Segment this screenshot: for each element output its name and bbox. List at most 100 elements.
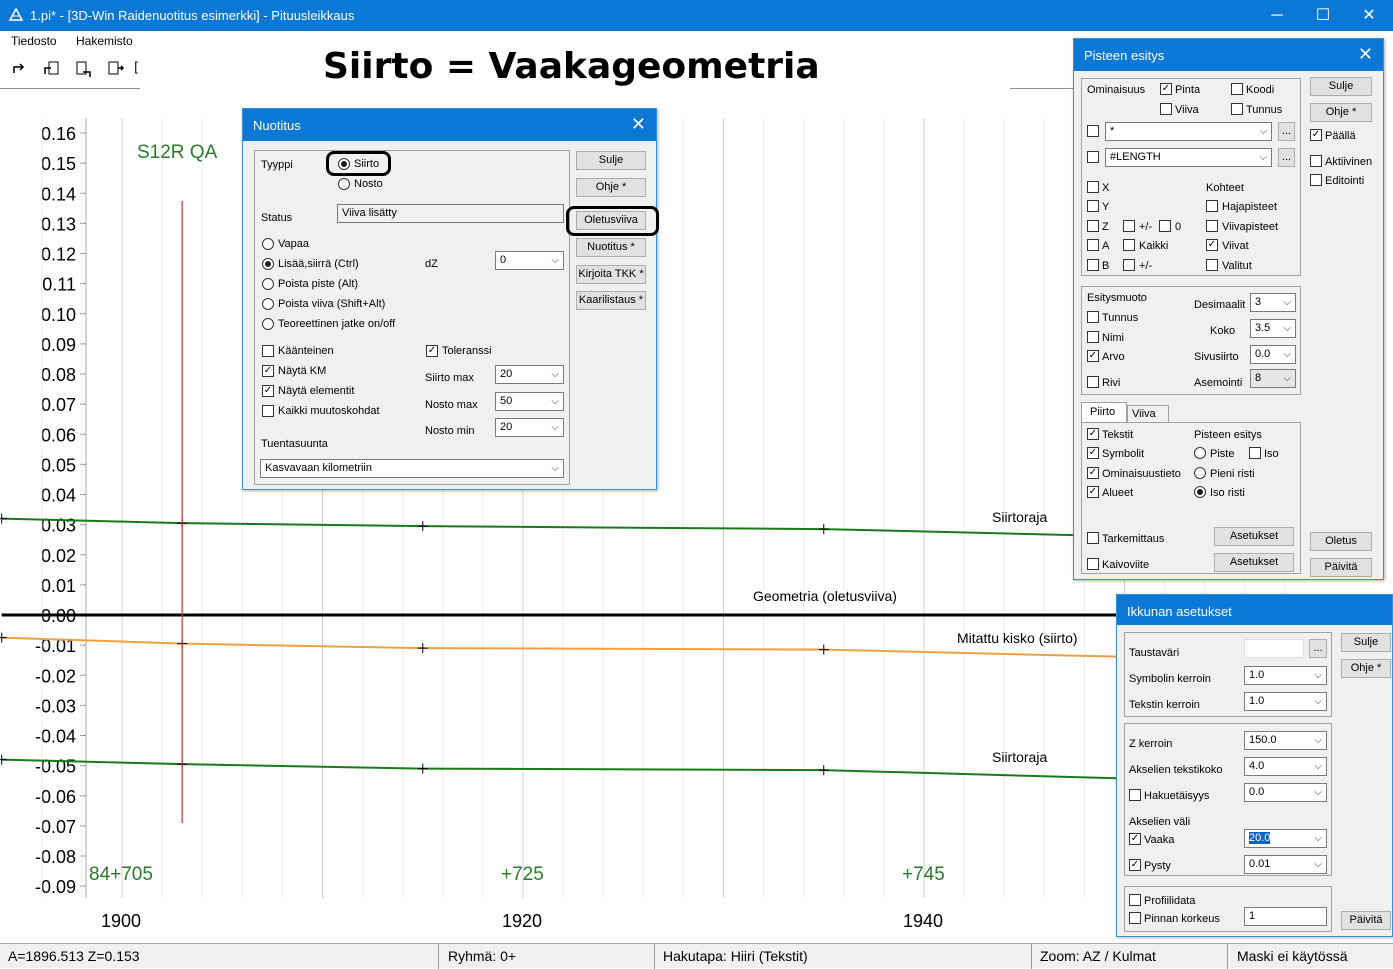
save-file-icon[interactable] bbox=[74, 59, 94, 79]
profiilidata-checkbox[interactable] bbox=[1129, 894, 1141, 906]
filter2-browse-button[interactable]: ... bbox=[1278, 148, 1295, 167]
ikkunan-ohje-button[interactable]: Ohje * bbox=[1341, 659, 1391, 678]
export-file-icon[interactable] bbox=[106, 59, 126, 79]
iso-risti-radio[interactable] bbox=[1194, 486, 1206, 498]
kaarilistaus-button[interactable]: Kaarilistaus * bbox=[576, 291, 646, 310]
mode-teoreettinen-radio[interactable] bbox=[262, 318, 274, 330]
open-file-icon[interactable] bbox=[42, 59, 62, 79]
filter1-checkbox[interactable] bbox=[1087, 125, 1099, 137]
tekstin-kerroin-select[interactable]: 1.0 ⌵ bbox=[1244, 692, 1327, 711]
ohje-button[interactable]: Ohje * bbox=[576, 178, 646, 197]
sivusiirto-select[interactable]: 0.0 ⌵ bbox=[1250, 345, 1296, 364]
menu-tiedosto[interactable]: Tiedosto bbox=[11, 34, 57, 48]
y-checkbox[interactable] bbox=[1087, 200, 1099, 212]
x-checkbox[interactable] bbox=[1087, 181, 1099, 193]
menu-hakemisto[interactable]: Hakemisto bbox=[76, 34, 133, 48]
mode-vapaa-radio[interactable] bbox=[262, 238, 274, 250]
kaikki-checkbox[interactable] bbox=[262, 405, 274, 417]
taustavari-browse-button[interactable]: ... bbox=[1309, 639, 1327, 658]
valitut-checkbox[interactable] bbox=[1206, 259, 1218, 271]
alueet-checkbox[interactable]: ✓ bbox=[1087, 486, 1099, 498]
profile-plot[interactable]: 0.16 0.15 0.14 0.13 0.12 0.11 0.10 0.09 0.08 0.07… bbox=[0, 88, 1393, 943]
tarkemittaus-checkbox[interactable] bbox=[1087, 532, 1099, 544]
ikkunan-paivita-button[interactable]: Päivitä bbox=[1341, 911, 1391, 930]
kaanteinen-checkbox[interactable] bbox=[262, 345, 274, 357]
mode-lisaa-radio[interactable] bbox=[262, 258, 274, 270]
kaivoviite-checkbox[interactable] bbox=[1087, 558, 1099, 570]
zero-checkbox[interactable] bbox=[1159, 220, 1171, 232]
toleranssi-checkbox[interactable]: ✓ bbox=[426, 345, 438, 357]
symbolit-checkbox[interactable]: ✓ bbox=[1087, 447, 1099, 459]
ikkunan-sulje-button[interactable]: Sulje bbox=[1341, 633, 1391, 652]
paalla-checkbox[interactable]: ✓ bbox=[1310, 129, 1322, 141]
a-checkbox[interactable] bbox=[1087, 239, 1099, 251]
viivat-checkbox[interactable]: ✓ bbox=[1206, 239, 1218, 251]
sulje-button[interactable]: Sulje bbox=[576, 151, 646, 170]
ominaisuustieto-checkbox[interactable]: ✓ bbox=[1087, 467, 1099, 479]
filter1-browse-button[interactable]: ... bbox=[1278, 122, 1295, 141]
status-field[interactable]: Viiva lisätty bbox=[337, 204, 564, 223]
pisteen-sulje-button[interactable]: Sulje bbox=[1310, 77, 1372, 96]
viivapisteet-checkbox[interactable] bbox=[1206, 220, 1218, 232]
koko-select[interactable]: 3.5 ⌵ bbox=[1250, 319, 1296, 338]
tekstit-checkbox[interactable]: ✓ bbox=[1087, 428, 1099, 440]
z-kerroin-select[interactable]: 150.0 ⌵ bbox=[1244, 731, 1327, 750]
nuotitus-button[interactable]: Nuotitus * bbox=[576, 238, 646, 257]
siirto-radio[interactable] bbox=[338, 158, 350, 170]
close-icon[interactable]: ✕ bbox=[630, 114, 646, 134]
hajapisteet-checkbox[interactable] bbox=[1206, 200, 1218, 212]
tab-viiva[interactable]: Viiva bbox=[1127, 405, 1169, 422]
toolbar-overflow-icon[interactable]: [ bbox=[134, 59, 138, 74]
redo-icon[interactable] bbox=[10, 59, 30, 79]
maximize-button[interactable]: ☐ bbox=[1315, 7, 1331, 24]
pisteen-ohje-button[interactable]: Ohje * bbox=[1310, 103, 1372, 122]
hakuetaisyys-checkbox[interactable] bbox=[1129, 789, 1141, 801]
nayta-km-checkbox[interactable]: ✓ bbox=[262, 365, 274, 377]
oletus-button[interactable]: Oletus bbox=[1310, 532, 1372, 551]
esitys-rivi-checkbox[interactable] bbox=[1087, 376, 1099, 388]
pisteen-paivita-button[interactable]: Päivitä bbox=[1310, 558, 1372, 577]
aktiivinen-checkbox[interactable] bbox=[1310, 155, 1322, 167]
z-checkbox[interactable] bbox=[1087, 220, 1099, 232]
tarkemittaus-asetukset-button[interactable]: Asetukset bbox=[1214, 527, 1294, 546]
pinnan-korkeus-checkbox[interactable] bbox=[1129, 912, 1141, 924]
taustavari-swatch[interactable] bbox=[1244, 639, 1304, 658]
oletusviiva-button[interactable]: Oletusviiva bbox=[576, 211, 646, 230]
pysty-select[interactable]: 0.01 ⌵ bbox=[1244, 855, 1327, 874]
symbolin-kerroin-select[interactable]: 1.0 ⌵ bbox=[1244, 666, 1327, 685]
mode-poista-viiva-radio[interactable] bbox=[262, 298, 274, 310]
koodi-checkbox[interactable] bbox=[1231, 83, 1243, 95]
nosto-max-select[interactable]: 50 ⌵ bbox=[495, 392, 564, 411]
tab-piirto[interactable]: Piirto bbox=[1081, 402, 1127, 422]
filter2-select[interactable]: #LENGTH ⌵ bbox=[1105, 148, 1272, 167]
nosto-radio[interactable] bbox=[338, 178, 350, 190]
hakuetaisyys-select[interactable]: 0.0 ⌵ bbox=[1244, 783, 1327, 802]
akselien-tekstikoko-select[interactable]: 4.0 ⌵ bbox=[1244, 757, 1327, 776]
z-pm-checkbox[interactable] bbox=[1123, 220, 1135, 232]
asemointi-select[interactable]: 8 ⌵ bbox=[1250, 369, 1296, 388]
kaivoviite-asetukset-button[interactable]: Asetukset bbox=[1214, 553, 1294, 572]
mode-poista-piste-radio[interactable] bbox=[262, 278, 274, 290]
nosto-min-select[interactable]: 20 ⌵ bbox=[495, 418, 564, 437]
tunnus-checkbox[interactable] bbox=[1231, 103, 1243, 115]
close-icon[interactable]: ✕ bbox=[1357, 44, 1373, 64]
nayta-elementit-checkbox[interactable]: ✓ bbox=[262, 385, 274, 397]
viiva-checkbox[interactable] bbox=[1160, 103, 1172, 115]
b-pm-checkbox[interactable] bbox=[1123, 259, 1135, 271]
b-checkbox[interactable] bbox=[1087, 259, 1099, 271]
filter2-checkbox[interactable] bbox=[1087, 151, 1099, 163]
pinta-checkbox[interactable]: ✓ bbox=[1160, 83, 1172, 95]
piste-radio[interactable] bbox=[1194, 447, 1206, 459]
iso-checkbox[interactable] bbox=[1249, 447, 1261, 459]
pieni-risti-radio[interactable] bbox=[1194, 467, 1206, 479]
kirjoita-tkk-button[interactable]: Kirjoita TKK * bbox=[576, 265, 646, 284]
desimaalit-select[interactable]: 3 ⌵ bbox=[1250, 293, 1296, 312]
kaikki-checkbox[interactable] bbox=[1123, 239, 1135, 251]
esitys-arvo-checkbox[interactable]: ✓ bbox=[1087, 350, 1099, 362]
dz-select[interactable]: 0 ⌵ bbox=[495, 251, 564, 270]
minimize-button[interactable]: ─ bbox=[1271, 7, 1283, 24]
pysty-checkbox[interactable]: ✓ bbox=[1129, 859, 1141, 871]
esitys-nimi-checkbox[interactable] bbox=[1087, 331, 1099, 343]
pinnan-korkeus-field[interactable]: 1 bbox=[1244, 907, 1327, 926]
close-button[interactable]: ✕ bbox=[1362, 7, 1376, 24]
